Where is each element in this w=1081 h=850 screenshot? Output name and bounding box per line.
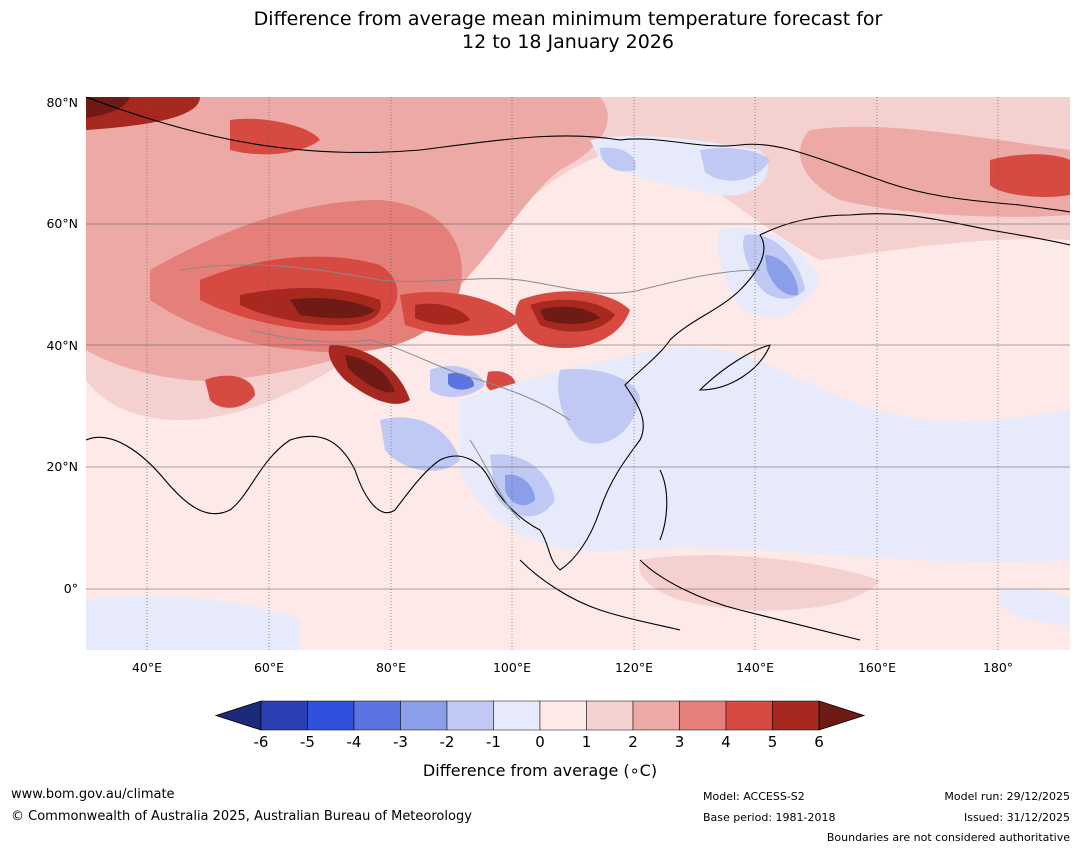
lat-label: 0° bbox=[63, 581, 78, 596]
lon-label: 180° bbox=[982, 660, 1014, 675]
colorbar-segment bbox=[493, 700, 541, 731]
country-borders bbox=[179, 264, 761, 521]
colorbar-extend-high bbox=[818, 700, 866, 731]
colorbar-tick-label: 2 bbox=[628, 733, 638, 751]
colorbar-tick-label: -6 bbox=[253, 733, 269, 751]
lon-label: 60°E bbox=[253, 660, 285, 675]
colorbar-segment bbox=[539, 700, 587, 731]
colorbar-tick-label: 3 bbox=[674, 733, 685, 751]
title-line-2: 12 to 18 January 2026 bbox=[462, 31, 674, 53]
lat-label: 20°N bbox=[46, 459, 78, 474]
colorbar-segment bbox=[725, 700, 773, 731]
anomaly-region bbox=[230, 118, 320, 155]
coastlines bbox=[86, 97, 1070, 641]
anomaly-region bbox=[205, 375, 255, 408]
anomaly-region bbox=[415, 303, 470, 325]
anomaly-region bbox=[380, 417, 460, 471]
colorbar-tick-label: 5 bbox=[767, 733, 778, 751]
lon-label: 40°E bbox=[131, 660, 163, 675]
title-line-1: Difference from average mean minimum tem… bbox=[253, 8, 883, 30]
anomaly-region bbox=[540, 306, 600, 324]
colorbar-segment bbox=[446, 700, 494, 731]
model-text: Model: ACCESS-S2 bbox=[703, 790, 805, 803]
anomaly-region bbox=[345, 355, 395, 393]
colorbar bbox=[214, 700, 866, 731]
website-link[interactable]: www.bom.gov.au/climate bbox=[11, 787, 175, 802]
anomaly-region bbox=[86, 97, 130, 118]
colorbar-extend-low bbox=[214, 700, 262, 731]
anomaly-region bbox=[800, 126, 1070, 217]
model-run-text: Model run: 29/12/2025 bbox=[944, 790, 1070, 803]
issued-text: Issued: 31/12/2025 bbox=[963, 811, 1070, 824]
colorbar-segment bbox=[353, 700, 401, 731]
anomaly-region bbox=[765, 255, 799, 296]
colorbar-tick-label: -2 bbox=[439, 733, 455, 751]
colorbar-tick-label: -3 bbox=[393, 733, 408, 751]
colorbar-tick-label: -1 bbox=[486, 733, 501, 751]
anomaly-region bbox=[990, 154, 1070, 197]
colorbar-tick-label: 0 bbox=[535, 733, 545, 751]
anomaly-field bbox=[86, 97, 1070, 650]
disclaimer-text: Boundaries are not considered authoritat… bbox=[826, 831, 1070, 844]
base-period-text: Base period: 1981-2018 bbox=[703, 811, 836, 824]
lon-label: 140°E bbox=[735, 660, 774, 675]
anomaly-region bbox=[290, 298, 375, 319]
anomaly-region bbox=[505, 474, 535, 506]
colorbar-segment bbox=[586, 700, 634, 731]
anomaly-region bbox=[86, 596, 300, 650]
copyright-text: © Commonwealth of Australia 2025, Austra… bbox=[11, 809, 472, 824]
anomaly-region bbox=[1000, 588, 1070, 625]
colorbar-segment bbox=[679, 700, 727, 731]
colorbar-label: Difference from average (∘C) bbox=[422, 761, 658, 780]
anomaly-region bbox=[700, 148, 770, 181]
colorbar-segment bbox=[260, 700, 308, 731]
lon-label: 100°E bbox=[492, 660, 531, 675]
lat-label: 80°N bbox=[46, 95, 78, 110]
colorbar-tick-label: 1 bbox=[581, 733, 592, 751]
colorbar-segment bbox=[307, 700, 355, 731]
lon-label: 120°E bbox=[614, 660, 653, 675]
lat-label: 40°N bbox=[46, 338, 78, 353]
colorbar-segment bbox=[632, 700, 680, 731]
colorbar-segment bbox=[772, 700, 820, 731]
lon-label: 160°E bbox=[857, 660, 896, 675]
colorbar-tick-label: -5 bbox=[300, 733, 315, 751]
colorbar-tick-label: -4 bbox=[346, 733, 362, 751]
colorbar-tick-label: 4 bbox=[721, 733, 731, 751]
lat-label: 60°N bbox=[46, 216, 78, 231]
anomaly-region bbox=[448, 372, 475, 390]
anomaly-region bbox=[558, 369, 640, 444]
map-title: Difference from average mean minimum tem… bbox=[0, 8, 1081, 54]
colorbar-tick-label: 6 bbox=[814, 733, 824, 751]
anomaly-region bbox=[600, 147, 636, 172]
colorbar-segment bbox=[400, 700, 448, 731]
graticule bbox=[86, 97, 1070, 650]
lon-label: 80°E bbox=[375, 660, 407, 675]
